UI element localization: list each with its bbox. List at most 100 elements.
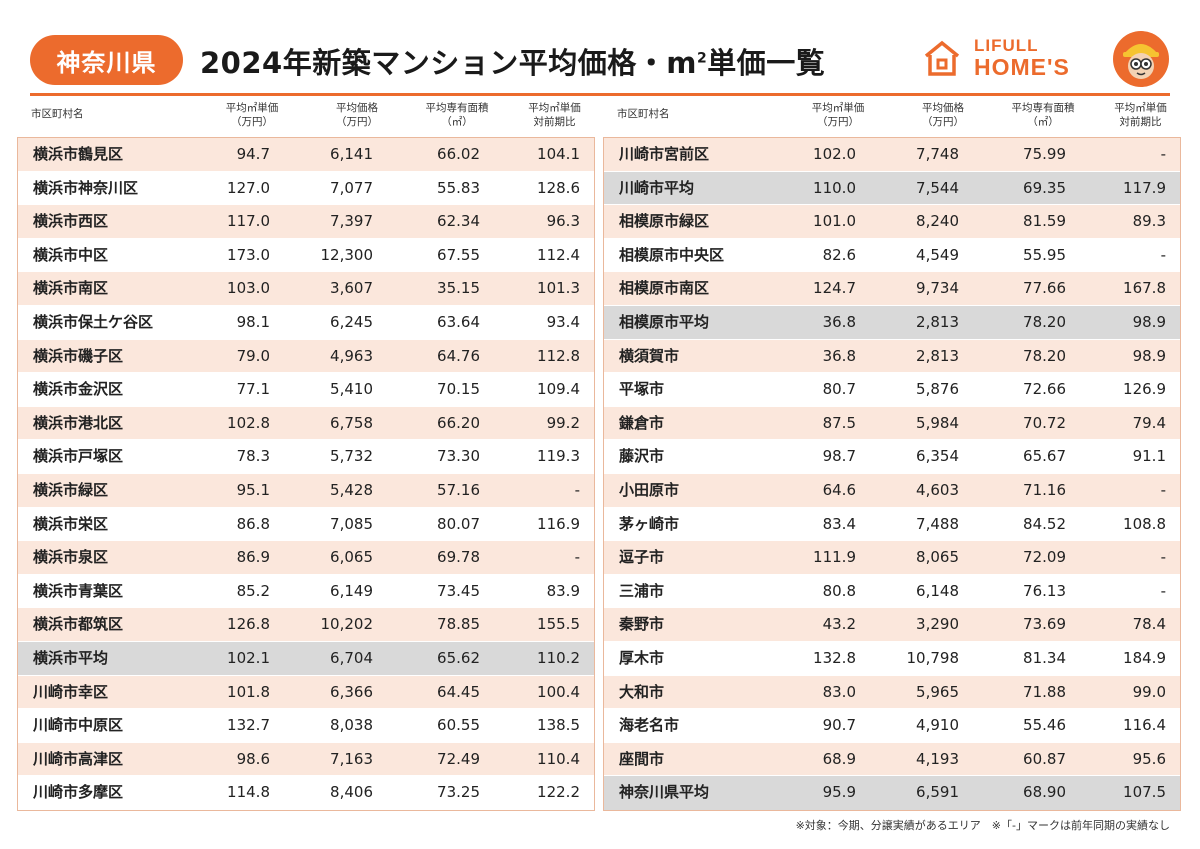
table-row: 横浜市磯子区 79.0 4,963 64.76 112.8 xyxy=(18,339,594,374)
mascot-icon xyxy=(1113,31,1169,87)
unit-price-cell: 98.1 xyxy=(236,312,270,331)
average-price-cell: 5,410 xyxy=(330,380,373,399)
average-price-cell: 7,397 xyxy=(330,212,373,231)
average-area-cell: 78.85 xyxy=(437,615,480,634)
yoy-ratio-cell: 95.6 xyxy=(1132,749,1166,768)
average-price-cell: 4,963 xyxy=(330,346,373,365)
unit-price-cell: 110.0 xyxy=(813,178,856,197)
average-area-cell: 66.02 xyxy=(437,145,480,163)
municipality-cell: 相模原市緑区 xyxy=(619,212,710,231)
average-area-cell: 71.88 xyxy=(1023,682,1066,701)
average-price-cell: 6,591 xyxy=(916,783,959,802)
page-title: 2024年新築マンション平均価格・m2単価一覧 xyxy=(200,40,825,82)
average-price-cell: 6,354 xyxy=(916,447,959,466)
municipality-cell: 横浜市栄区 xyxy=(33,514,109,533)
unit-price-cell: 126.8 xyxy=(227,615,270,634)
average-price-cell: 4,549 xyxy=(916,245,959,264)
yoy-ratio-cell: 78.4 xyxy=(1132,615,1166,634)
municipality-cell: 横浜市南区 xyxy=(33,279,109,298)
municipality-cell: 横浜市中区 xyxy=(33,245,109,264)
average-price-cell: 7,163 xyxy=(330,749,373,768)
average-price-cell: 5,428 xyxy=(330,480,373,499)
col-area-l2: （㎡） xyxy=(441,116,473,128)
yoy-ratio-cell: 101.3 xyxy=(537,279,580,298)
average-price-cell: 4,193 xyxy=(916,749,959,768)
average-price-cell: 7,077 xyxy=(330,178,373,197)
table-row: 横浜市緑区 95.1 5,428 57.16 - xyxy=(18,473,594,508)
average-price-cell: 10,798 xyxy=(906,648,960,667)
unit-price-cell: 132.8 xyxy=(813,648,856,667)
average-price-cell: 5,965 xyxy=(916,682,959,701)
unit-price-cell: 111.9 xyxy=(813,548,856,567)
average-price-cell: 8,240 xyxy=(916,212,959,231)
unit-price-cell: 85.2 xyxy=(236,581,270,600)
table-row: 海老名市 90.7 4,910 55.46 116.4 xyxy=(604,709,1180,743)
average-area-cell: 78.20 xyxy=(1023,312,1066,331)
average-price-cell: 6,758 xyxy=(330,413,373,432)
logo-text-homes: HOME'S xyxy=(974,54,1070,80)
average-area-cell: 68.90 xyxy=(1023,783,1066,802)
average-price-cell: 6,366 xyxy=(330,682,373,701)
col-price-l2: （万円） xyxy=(336,116,378,128)
table-body: 横浜市鶴見区 94.7 6,141 66.02 104.1 横浜市神奈川区 127.0 7,0… xyxy=(17,137,595,811)
col-price-header: 平均価格 （万円） xyxy=(908,101,978,129)
yoy-ratio-cell: 93.4 xyxy=(546,312,580,331)
col-area-l1: 平均専有面積 xyxy=(1011,102,1075,114)
average-price-cell: 8,065 xyxy=(916,548,959,567)
yoy-ratio-cell: 91.1 xyxy=(1132,447,1166,466)
municipality-cell: 横浜市保土ケ谷区 xyxy=(33,312,154,331)
yoy-ratio-cell: 112.4 xyxy=(537,245,580,264)
table-row: 相模原市緑区 101.0 8,240 81.59 89.3 xyxy=(604,205,1180,239)
average-area-cell: 78.20 xyxy=(1023,346,1066,365)
average-row: 相模原市平均 36.8 2,813 78.20 98.9 xyxy=(604,305,1180,340)
col-area-l2: （㎡） xyxy=(1027,116,1059,128)
average-area-cell: 73.69 xyxy=(1023,615,1066,634)
municipality-cell: 川崎市平均 xyxy=(619,178,695,197)
yoy-ratio-cell: - xyxy=(1160,548,1166,567)
table-row: 川崎市中原区 132.7 8,038 60.55 138.5 xyxy=(18,709,594,743)
average-price-cell: 3,607 xyxy=(330,279,373,298)
average-price-cell: 6,245 xyxy=(330,312,373,331)
table-row: 横須賀市 36.8 2,813 78.20 98.9 xyxy=(604,339,1180,374)
municipality-cell: 大和市 xyxy=(619,682,665,701)
municipality-cell: 座間市 xyxy=(619,749,665,768)
col-area-header: 平均専有面積 （㎡） xyxy=(998,101,1088,129)
yoy-ratio-cell: 122.2 xyxy=(537,783,580,802)
average-area-cell: 72.09 xyxy=(1023,548,1066,567)
average-area-cell: 73.30 xyxy=(437,447,480,466)
logo-text-lifull: LIFULL xyxy=(974,36,1039,55)
average-area-cell: 73.45 xyxy=(437,581,480,600)
average-area-cell: 81.59 xyxy=(1023,212,1066,231)
average-price-cell: 7,488 xyxy=(916,514,959,533)
unit-price-cell: 98.7 xyxy=(822,447,856,466)
table-row: 茅ヶ崎市 83.4 7,488 84.52 108.8 xyxy=(604,507,1180,542)
municipality-cell: 神奈川県平均 xyxy=(619,783,710,802)
prefecture-badge: 神奈川県 xyxy=(30,35,183,85)
municipality-cell: 小田原市 xyxy=(619,480,680,499)
table-row: 川崎市宮前区 102.0 7,748 75.99 - xyxy=(604,138,1180,172)
average-price-cell: 6,065 xyxy=(330,548,373,567)
yoy-ratio-cell: 110.2 xyxy=(537,648,580,667)
yoy-ratio-cell: - xyxy=(1160,245,1166,264)
yoy-ratio-cell: 79.4 xyxy=(1132,413,1166,432)
title-main: 2024年新築マンション平均価格・m xyxy=(200,46,697,80)
average-price-cell: 7,748 xyxy=(916,145,959,163)
col-price-l2: （万円） xyxy=(922,116,964,128)
municipality-cell: 川崎市宮前区 xyxy=(619,145,710,163)
table-row: 横浜市青葉区 85.2 6,149 73.45 83.9 xyxy=(18,574,594,609)
unit-price-cell: 80.7 xyxy=(822,380,856,399)
municipality-cell: 横浜市都筑区 xyxy=(33,615,124,634)
table-header: 市区町村名 平均㎡単価 （万円） 平均価格 （万円） 平均専有面積 （㎡） 平均㎡単価… xyxy=(17,97,595,137)
average-price-cell: 8,038 xyxy=(330,716,373,735)
unit-price-cell: 98.6 xyxy=(236,749,270,768)
table-body: 川崎市宮前区 102.0 7,748 75.99 - 川崎市平均 110.0 7,544 69.… xyxy=(603,137,1181,811)
yoy-ratio-cell: 99.0 xyxy=(1132,682,1166,701)
unit-price-cell: 101.0 xyxy=(813,212,856,231)
yoy-ratio-cell: 99.2 xyxy=(546,413,580,432)
yoy-ratio-cell: 98.9 xyxy=(1132,346,1166,365)
municipality-cell: 厚木市 xyxy=(619,648,665,667)
col-yoy-header: 平均㎡単価 対前期比 xyxy=(517,101,592,129)
table-row: 横浜市保土ケ谷区 98.1 6,245 63.64 93.4 xyxy=(18,305,594,340)
col-yoy-l2: 対前期比 xyxy=(1119,116,1162,128)
average-area-cell: 72.49 xyxy=(437,749,480,768)
